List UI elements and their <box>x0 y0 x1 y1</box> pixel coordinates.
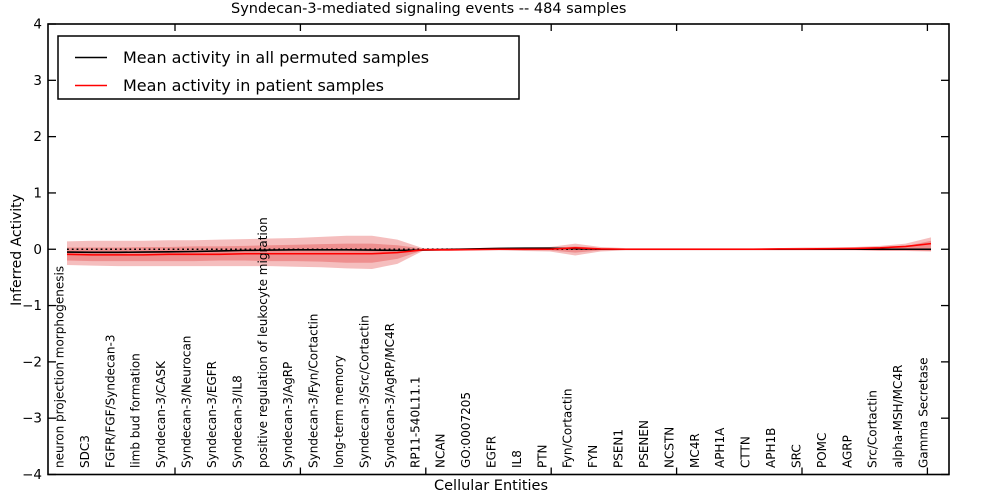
x-tick-label: PTN <box>535 444 549 468</box>
x-tick-label: CTTN <box>739 436 753 468</box>
x-tick-label: Syndecan-3/AgRP <box>281 362 295 468</box>
x-tick-label: Syndecan-3/Neurocan <box>180 336 194 468</box>
y-tick-label: 3 <box>33 73 42 89</box>
x-tick-label: APH1A <box>713 427 727 468</box>
x-tick-label: Syndecan-3/IL8 <box>230 375 244 468</box>
legend: Mean activity in all permuted samples Me… <box>57 35 520 100</box>
chart-title: Syndecan-3-mediated signaling events -- … <box>231 1 627 17</box>
patient-inner-confidence-band <box>67 240 932 263</box>
x-tick-label: Syndecan-3/AgRP/MC4R <box>383 323 397 468</box>
x-tick-label: alpha-MSH/MC4R <box>891 365 905 468</box>
x-tick-label: EGFR <box>485 436 499 468</box>
y-tick-label: 1 <box>33 185 42 201</box>
x-axis-label: Cellular Entities <box>434 478 549 494</box>
x-tick-label: FYN <box>586 445 600 468</box>
x-tick-label: NCAN <box>434 433 448 468</box>
x-tick-label: MC4R <box>688 433 702 468</box>
x-tick-label: Src/Cortactin <box>866 390 880 468</box>
x-tick-label: POMC <box>815 433 829 468</box>
x-tick-label: Gamma Secretase <box>917 357 931 468</box>
y-tick-label: −1 <box>22 298 42 314</box>
plot-frame <box>47 23 950 476</box>
x-tick-label: Fyn/Cortactin <box>561 388 575 468</box>
legend-box <box>57 35 520 100</box>
x-tick-label: long-term memory <box>332 355 346 468</box>
x-tick-label: RP11-540L11.1 <box>408 377 422 468</box>
patient-mean-line <box>66 242 932 256</box>
y-tick-label: −4 <box>22 467 42 483</box>
y-tick-label: −2 <box>22 354 42 370</box>
x-tick-label: Syndecan-3/CASK <box>154 360 168 468</box>
x-tick-label: NCSTN <box>662 427 676 468</box>
x-tick-label: APH1B <box>764 428 778 468</box>
x-tick-label: limb bud formation <box>129 353 143 468</box>
x-tick-label: SDC3 <box>78 435 92 468</box>
x-tick-label: PSENEN <box>637 420 651 468</box>
y-axis-label: Inferred Activity <box>9 194 25 306</box>
x-tick-label: positive regulation of leukocyte migrati… <box>256 217 270 468</box>
y-tick-label: −3 <box>22 411 42 427</box>
y-tick-label: 2 <box>33 129 42 145</box>
x-tick-labels: neuron projection morphogenesis SDC3 FGFR/… <box>53 217 931 468</box>
y-tick-label: 0 <box>33 242 42 258</box>
x-tick-label: GO:0007205 <box>459 392 473 468</box>
series-lines <box>66 242 932 256</box>
x-tick-label: IL8 <box>510 450 524 468</box>
x-tick-label: SRC <box>789 444 803 468</box>
x-tick-label: Syndecan-3/EGFR <box>205 361 219 468</box>
patient-outer-confidence-band <box>67 235 932 269</box>
legend-label-patient: Mean activity in patient samples <box>123 76 384 95</box>
y-tick-labels: 4 3 2 1 0 −1 −2 −3 −4 <box>22 17 42 483</box>
x-tick-label: neuron projection morphogenesis <box>53 266 67 468</box>
legend-label-permuted: Mean activity in all permuted samples <box>123 48 429 67</box>
x-tick-label: FGFR/FGF/Syndecan-3 <box>103 335 117 468</box>
y-tick-label: 4 <box>33 17 42 33</box>
x-tick-label: AGRP <box>840 435 854 468</box>
x-tick-label: Syndecan-3/Fyn/Cortactin <box>307 314 321 468</box>
x-tick-label: Syndecan-3/Src/Cortactin <box>357 315 371 468</box>
x-tick-label: PSEN1 <box>612 429 626 468</box>
confidence-bands <box>67 235 932 269</box>
